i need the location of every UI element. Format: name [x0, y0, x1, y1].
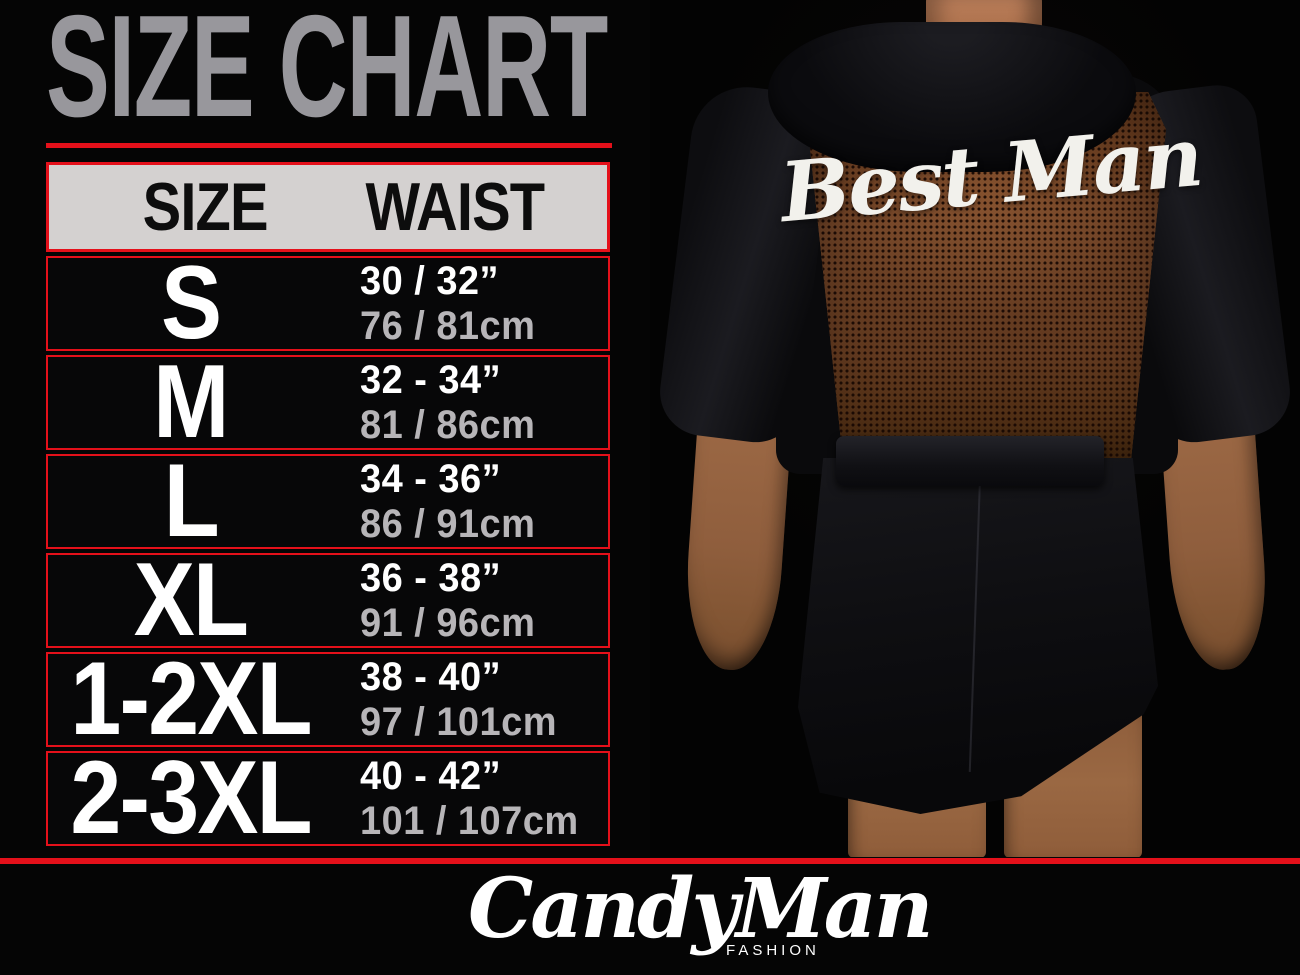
size-cell: 1-2XL: [48, 640, 334, 757]
size-value: 2-3XL: [70, 739, 313, 856]
waist-cm: 81 / 86cm: [359, 402, 536, 447]
waist-inches: 30 / 32”: [359, 258, 499, 303]
brand-name: CandyMan: [468, 861, 934, 957]
waist-cm: 76 / 81cm: [359, 303, 536, 348]
waist-inches: 40 - 42”: [359, 753, 501, 798]
table-row: S 30 / 32” 76 / 81cm: [46, 244, 610, 361]
header-waist-cell: WAIST: [334, 173, 607, 241]
robe-belt: [836, 436, 1104, 486]
waist-cell: 38 - 40” 97 / 101cm: [334, 654, 608, 745]
header-waist-label: WAIST: [365, 169, 546, 245]
waist-inches: 38 - 40”: [359, 654, 501, 699]
size-value: L: [163, 442, 220, 559]
waist-cm: 86 / 91cm: [359, 501, 536, 546]
size-cell: XL: [48, 541, 334, 658]
header-size-cell: SIZE: [49, 173, 334, 241]
product-photo: Best Man: [650, 0, 1300, 857]
size-value: 1-2XL: [70, 640, 313, 757]
waist-inches: 36 - 38”: [359, 555, 501, 600]
waist-cell: 34 - 36” 86 / 91cm: [334, 456, 608, 547]
table-row: XL 36 - 38” 91 / 96cm: [46, 541, 610, 658]
size-value: S: [161, 244, 222, 361]
table-header-row: SIZE WAIST: [46, 162, 610, 252]
size-chart-table: SIZE WAIST S 30 / 32” 76 / 81cm M 32 - 3…: [46, 162, 610, 856]
waist-cm: 97 / 101cm: [359, 699, 557, 744]
waist-cell: 36 - 38” 91 / 96cm: [334, 555, 608, 646]
divider-line: [0, 858, 1300, 864]
waist-cell: 30 / 32” 76 / 81cm: [334, 258, 608, 349]
page-title: SIZE CHART: [46, 0, 608, 147]
waist-inches: 34 - 36”: [359, 456, 501, 501]
brand-logo: CandyMan FASHION: [468, 861, 934, 968]
size-value: M: [153, 343, 230, 460]
size-cell: L: [48, 442, 334, 559]
brand-tagline: FASHION: [726, 942, 820, 959]
header-size-label: SIZE: [142, 169, 268, 245]
table-row: L 34 - 36” 86 / 91cm: [46, 442, 610, 559]
table-row: 1-2XL 38 - 40” 97 / 101cm: [46, 640, 610, 757]
waist-cm: 91 / 96cm: [359, 600, 536, 645]
size-cell: M: [48, 343, 334, 460]
title-underline: [46, 143, 612, 148]
size-value: XL: [134, 541, 249, 658]
waist-cell: 40 - 42” 101 / 107cm: [334, 753, 608, 844]
size-cell: 2-3XL: [48, 739, 334, 856]
waist-cell: 32 - 34” 81 / 86cm: [334, 357, 608, 448]
table-row: M 32 - 34” 81 / 86cm: [46, 343, 610, 460]
waist-cm: 101 / 107cm: [359, 798, 579, 843]
table-row: 2-3XL 40 - 42” 101 / 107cm: [46, 739, 610, 856]
robe-collar: [768, 22, 1136, 172]
waist-inches: 32 - 34”: [359, 357, 501, 402]
size-cell: S: [48, 244, 334, 361]
